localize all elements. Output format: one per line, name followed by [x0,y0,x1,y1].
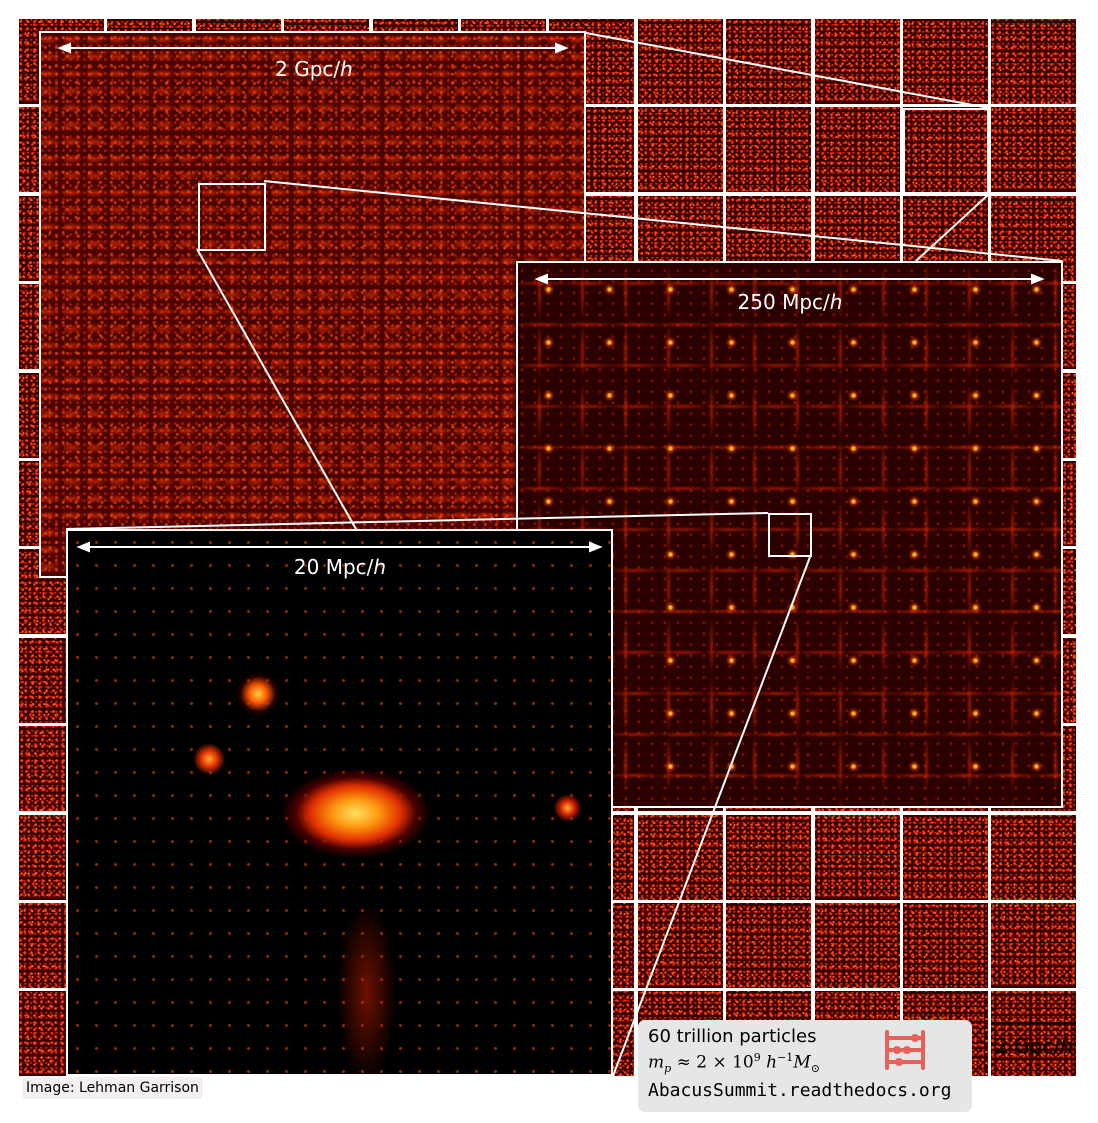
zoom-box-20mpc [768,513,812,557]
scale-label-20mpc: 20 Mpc/h [293,555,387,579]
simulation-box-tile [638,107,723,192]
simulation-box-tile [638,815,723,900]
simulation-box-tile [726,815,811,900]
panel-2gpc-slice [39,31,586,578]
simulation-box-tile [903,903,988,988]
simulation-box-tile [991,815,1076,900]
panel-20mpc-halo [66,529,613,1076]
simulation-box-tile [991,991,1076,1076]
scale-label-2gpc: 2 Gpc/h [275,57,353,81]
particle-mass: mp ≈ 2 × 109 h−1M⊙ [648,1051,820,1076]
reference-scale: 2 Gpc/h [990,1022,1078,1058]
simulation-box-tile [815,903,900,988]
simulation-box-tile [638,903,723,988]
panel-250mpc-slice [516,261,1063,808]
image-credit: Image: Lehman Garrison [22,1077,203,1099]
abacus-icon [885,1030,925,1070]
scale-label-250mpc: 250 Mpc/h [737,290,843,314]
simulation-box-tile [726,19,811,104]
simulation-box-tile [815,107,900,192]
simulation-box-tile [991,107,1076,192]
simulation-box-tile [991,19,1076,104]
simulation-box-tile [815,19,900,104]
simulation-box-tile [991,903,1076,988]
particle-count: 60 trillion particles [648,1026,817,1047]
simulation-box-tile [815,815,900,900]
zoom-box-250mpc [198,183,266,251]
simulation-box-tile [903,815,988,900]
simulation-box-tile [726,903,811,988]
simulation-box-tile [726,107,811,192]
info-box: 60 trillion particles mp ≈ 2 × 109 h−1M⊙… [638,1020,972,1112]
docs-url: AbacusSummit.readthedocs.org [648,1080,952,1101]
zoom-box-2gpc [903,108,989,194]
simulation-box-tile [638,19,723,104]
reference-scale-bar [992,1022,1076,1024]
simulation-box-tile [903,19,988,104]
reference-scale-label: 2 Gpc/h [995,1034,1073,1058]
simulation-box-tile [903,107,988,192]
